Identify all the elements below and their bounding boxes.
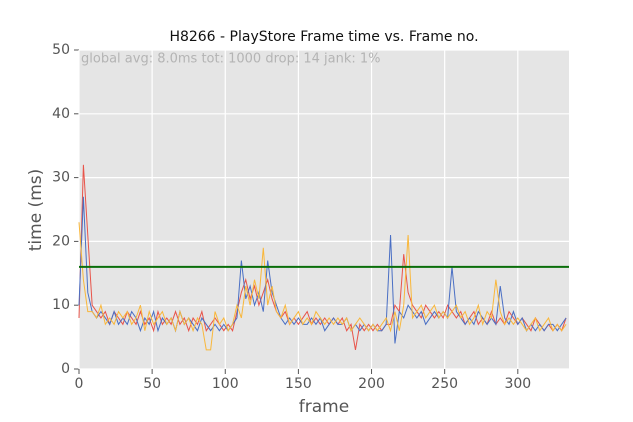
chart-title: H8266 - PlayStore Frame time vs. Frame n… bbox=[169, 29, 478, 45]
series-line bbox=[78, 196, 567, 344]
annotation: global avg: 8.0ms tot: 1000 drop: 14 jan… bbox=[81, 52, 381, 67]
y-tick-label: 40 bbox=[52, 106, 70, 122]
y-tick-label: 50 bbox=[52, 42, 70, 58]
y-tick-label: 30 bbox=[52, 170, 70, 186]
y-tick-label: 10 bbox=[52, 297, 70, 313]
plot-area bbox=[79, 50, 569, 369]
x-tick-label: 0 bbox=[75, 376, 84, 392]
x-tick-label: 150 bbox=[285, 376, 312, 392]
x-axis-label: frame bbox=[299, 397, 349, 417]
series-line bbox=[78, 222, 567, 351]
x-tick-label: 50 bbox=[143, 376, 161, 392]
y-tick-label: 20 bbox=[52, 233, 70, 249]
x-tick-label: 200 bbox=[358, 376, 385, 392]
y-axis-label: time (ms) bbox=[26, 169, 46, 252]
x-tick-label: 300 bbox=[504, 376, 531, 392]
y-tick-label: 0 bbox=[61, 361, 70, 377]
x-tick-label: 100 bbox=[212, 376, 239, 392]
x-tick-label: 250 bbox=[431, 376, 458, 392]
